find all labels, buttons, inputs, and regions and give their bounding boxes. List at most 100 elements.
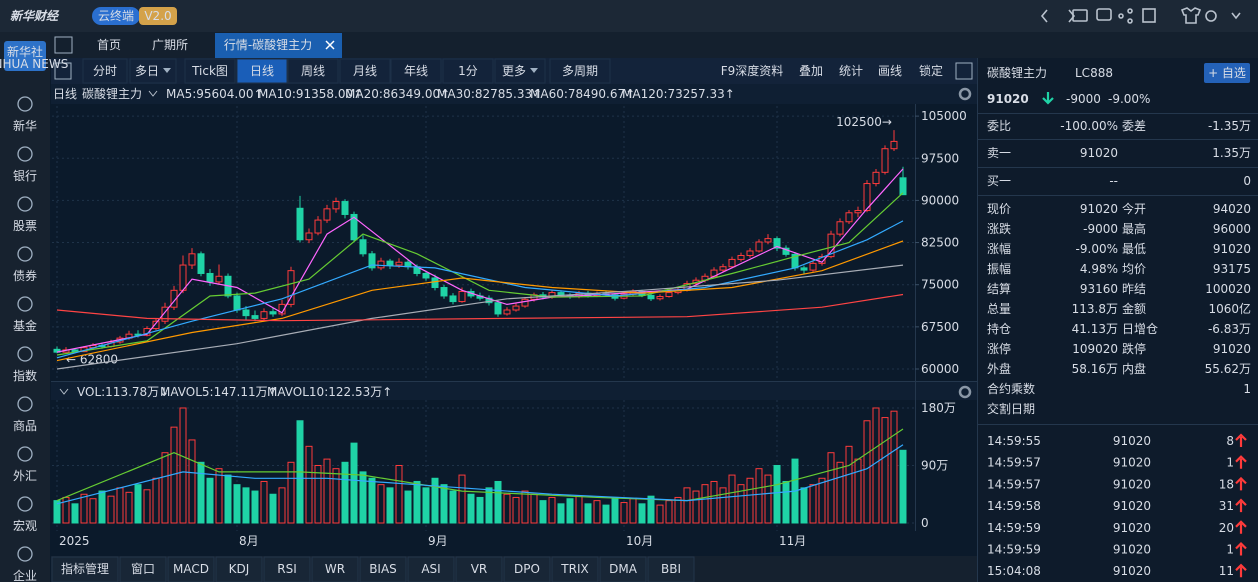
indicator-tab[interactable] xyxy=(599,556,647,582)
chevron[interactable] xyxy=(59,388,69,395)
indicator-label[interactable]: BBI xyxy=(661,562,681,576)
indicator-label[interactable]: DMA xyxy=(609,562,638,576)
indicator-label[interactable]: RSI xyxy=(277,562,297,576)
sidebar-item[interactable]: 企业 xyxy=(13,568,37,582)
toolbar-label[interactable]: 多日 xyxy=(135,64,159,78)
tab[interactable]: 行情-碳酸锂主力 xyxy=(224,37,312,52)
toolbar-label[interactable]: 更多 xyxy=(502,64,526,78)
indicator-tab[interactable] xyxy=(215,556,263,582)
chevron[interactable] xyxy=(148,90,158,97)
toolbar-button[interactable] xyxy=(549,58,611,84)
toolbar-label[interactable]: 叠加 xyxy=(799,64,823,78)
panel-toggle[interactable] xyxy=(54,62,72,80)
field-label: 外盘 xyxy=(987,361,1011,376)
toolbar-label[interactable]: 周线 xyxy=(301,64,325,78)
dropdown-arrow[interactable] xyxy=(530,68,538,73)
indicator-tab[interactable] xyxy=(167,556,215,582)
toolbar-button[interactable] xyxy=(390,58,442,84)
toolbar-label[interactable]: 锁定 xyxy=(919,63,943,78)
field-value: 91020 xyxy=(1080,202,1118,216)
toolbar-button[interactable] xyxy=(82,58,128,84)
legend-entry: MAVOL10:122.53万↑ xyxy=(267,385,392,399)
sidebar-icon[interactable] xyxy=(17,196,33,212)
sidebar-icon[interactable] xyxy=(17,246,33,262)
sidebar-item[interactable]: 基金 xyxy=(13,318,37,333)
sidebar-icon[interactable] xyxy=(17,296,33,312)
sidebar-item[interactable]: 宏观 xyxy=(13,518,37,533)
close-tab[interactable] xyxy=(325,40,335,50)
sidebar-icon[interactable] xyxy=(17,546,33,562)
toolbar-button[interactable] xyxy=(339,58,391,84)
volume-bar xyxy=(764,474,772,524)
sidebar-icon[interactable] xyxy=(17,96,33,112)
sidebar-icon[interactable] xyxy=(17,496,33,512)
indicator-label[interactable]: KDJ xyxy=(229,562,250,576)
window-icons[interactable] xyxy=(1040,7,1241,24)
indicator-tab[interactable] xyxy=(551,556,599,582)
indicator-tab[interactable] xyxy=(407,556,455,582)
volume-bar xyxy=(782,480,790,524)
sidebar-icon[interactable] xyxy=(17,446,33,462)
indicator-tab[interactable] xyxy=(503,556,551,582)
sidebar-item[interactable]: 银行 xyxy=(13,169,37,183)
toolbar-label[interactable]: 统计 xyxy=(839,64,863,78)
volume-bar xyxy=(710,480,718,524)
toolbar-label[interactable]: 画线 xyxy=(878,64,902,78)
indicator-tab[interactable] xyxy=(647,556,695,582)
toolbar-button[interactable] xyxy=(287,58,339,84)
indicator-label[interactable]: DPO xyxy=(514,562,540,576)
sidebar-icon[interactable] xyxy=(17,346,33,362)
active-tab[interactable] xyxy=(215,33,342,58)
indicator-tab[interactable] xyxy=(51,556,119,582)
sidebar-item[interactable]: 商品 xyxy=(13,418,37,433)
candle-body xyxy=(764,238,772,243)
toolbar-button[interactable] xyxy=(442,58,494,84)
sidebar-item[interactable]: 外汇 xyxy=(13,469,37,483)
toolbar-label[interactable]: 月线 xyxy=(353,64,377,78)
indicator-label[interactable]: 窗口 xyxy=(131,562,155,576)
field-label: 最低 xyxy=(1122,242,1146,256)
toolbar-label[interactable]: 年线 xyxy=(404,64,428,78)
indicator-label[interactable]: VR xyxy=(471,562,488,576)
tab[interactable]: 广期所 xyxy=(152,38,188,52)
indicator-label[interactable]: ASI xyxy=(421,562,440,576)
toolbar-button[interactable] xyxy=(236,58,288,84)
panel-toggle[interactable] xyxy=(955,62,973,80)
trade-volume: 8 xyxy=(1226,434,1234,448)
candle-body xyxy=(665,292,673,298)
sidebar-item[interactable]: 债券 xyxy=(13,268,37,283)
indicator-label[interactable]: 指标管理 xyxy=(61,561,109,576)
add-watchlist-label[interactable]: + 自选 xyxy=(1208,66,1246,80)
panel-toggle[interactable] xyxy=(54,36,73,54)
sidebar-item[interactable]: 股票 xyxy=(13,219,37,233)
dropdown-arrow[interactable] xyxy=(163,68,171,73)
toolbar-label[interactable]: 多周期 xyxy=(562,64,598,78)
indicator-tab[interactable] xyxy=(263,556,311,582)
sidebar-icon[interactable] xyxy=(17,396,33,412)
indicator-label[interactable]: WR xyxy=(325,562,345,576)
toolbar-label[interactable]: 日线 xyxy=(250,64,274,78)
indicator-label[interactable]: MACD xyxy=(173,562,209,576)
indicator-tab[interactable] xyxy=(359,556,407,582)
toolbar-label[interactable]: Tick图 xyxy=(191,64,228,78)
sidebar-item[interactable]: 新华 xyxy=(13,118,37,133)
indicator-tab[interactable] xyxy=(119,556,167,582)
settings[interactable] xyxy=(958,87,972,101)
tab[interactable]: 首页 xyxy=(97,38,121,52)
volume-bar xyxy=(890,410,898,524)
toolbar-label[interactable]: 分时 xyxy=(93,64,117,78)
add-watchlist[interactable] xyxy=(1204,63,1250,83)
sidebar-icon[interactable] xyxy=(17,146,33,162)
indicator-label[interactable]: BIAS xyxy=(369,562,397,576)
toolbar-label[interactable]: F9深度资料 xyxy=(721,63,784,78)
indicator-tab[interactable] xyxy=(311,556,359,582)
indicator-label[interactable]: TRIX xyxy=(560,562,588,576)
toolbar-button[interactable] xyxy=(184,58,236,84)
sidebar-item[interactable]: 指数 xyxy=(13,368,37,383)
candle-body xyxy=(431,277,439,289)
x-tick-label: 11月 xyxy=(779,534,806,548)
indicator-tab[interactable] xyxy=(455,556,503,582)
toolbar-button[interactable] xyxy=(494,58,546,84)
toolbar-label[interactable]: 1分 xyxy=(458,64,478,78)
settings[interactable] xyxy=(958,385,972,399)
